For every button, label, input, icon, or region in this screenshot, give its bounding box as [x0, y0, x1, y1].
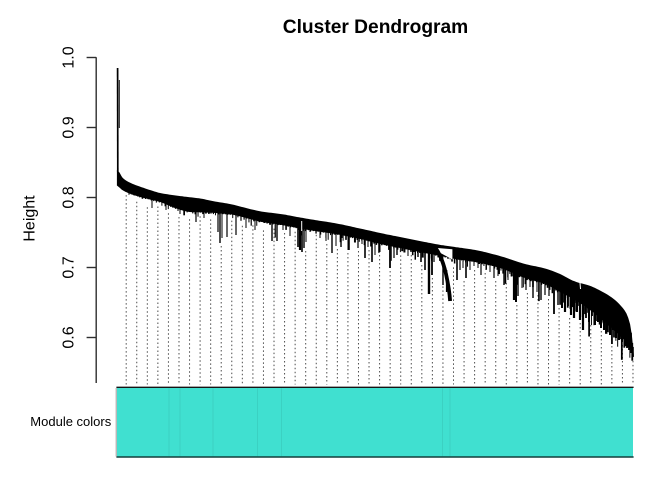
svg-text:0.9: 0.9 — [61, 116, 78, 138]
svg-text:0.7: 0.7 — [61, 256, 78, 278]
svg-text:Cluster Dendrogram: Cluster Dendrogram — [283, 17, 469, 38]
svg-text:0.8: 0.8 — [61, 186, 78, 208]
svg-text:Height: Height — [21, 195, 38, 242]
svg-text:Module colors: Module colors — [30, 414, 111, 429]
svg-text:0.6: 0.6 — [61, 326, 78, 348]
svg-text:1.0: 1.0 — [61, 46, 78, 68]
